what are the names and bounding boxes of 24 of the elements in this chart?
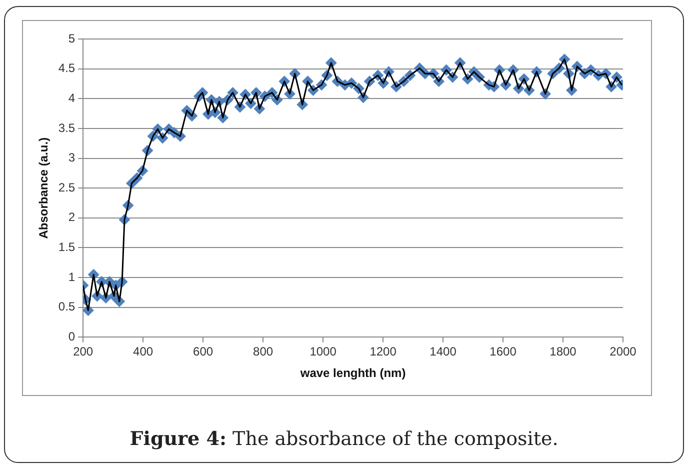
y-tick-label: 3.5 bbox=[58, 120, 76, 135]
x-tick-label: 200 bbox=[73, 344, 94, 359]
x-tick-label: 600 bbox=[193, 344, 214, 359]
y-axis-title: Absorbance (a.u.) bbox=[36, 137, 51, 239]
y-tick-label: 1.5 bbox=[58, 240, 76, 254]
y-tick-label: 3 bbox=[68, 150, 76, 165]
x-tick-label: 1000 bbox=[310, 344, 337, 359]
y-tick-label: 4 bbox=[68, 90, 76, 105]
x-tick-label: 2000 bbox=[610, 344, 637, 359]
y-tick-label: 5 bbox=[68, 31, 76, 46]
x-tick-label: 800 bbox=[253, 344, 274, 359]
y-tick-label: 0.5 bbox=[58, 300, 76, 314]
x-tick-label: 1200 bbox=[370, 344, 397, 359]
y-tick-label: 2.5 bbox=[58, 180, 76, 194]
x-tick-label: 1400 bbox=[430, 344, 457, 359]
y-tick-label: 4.5 bbox=[58, 61, 76, 76]
x-tick-label: 400 bbox=[133, 344, 154, 359]
x-tick-label: 1800 bbox=[550, 344, 577, 359]
y-tick-label: 0 bbox=[68, 330, 76, 344]
caption: Figure 4: The absorbance of the composite. bbox=[128, 428, 560, 450]
y-tick-label: 1 bbox=[68, 270, 76, 284]
x-tick-label: 1600 bbox=[490, 344, 517, 359]
y-tick-label: 2 bbox=[68, 210, 76, 224]
x-axis-title: wave lenghth (nm) bbox=[299, 366, 406, 380]
